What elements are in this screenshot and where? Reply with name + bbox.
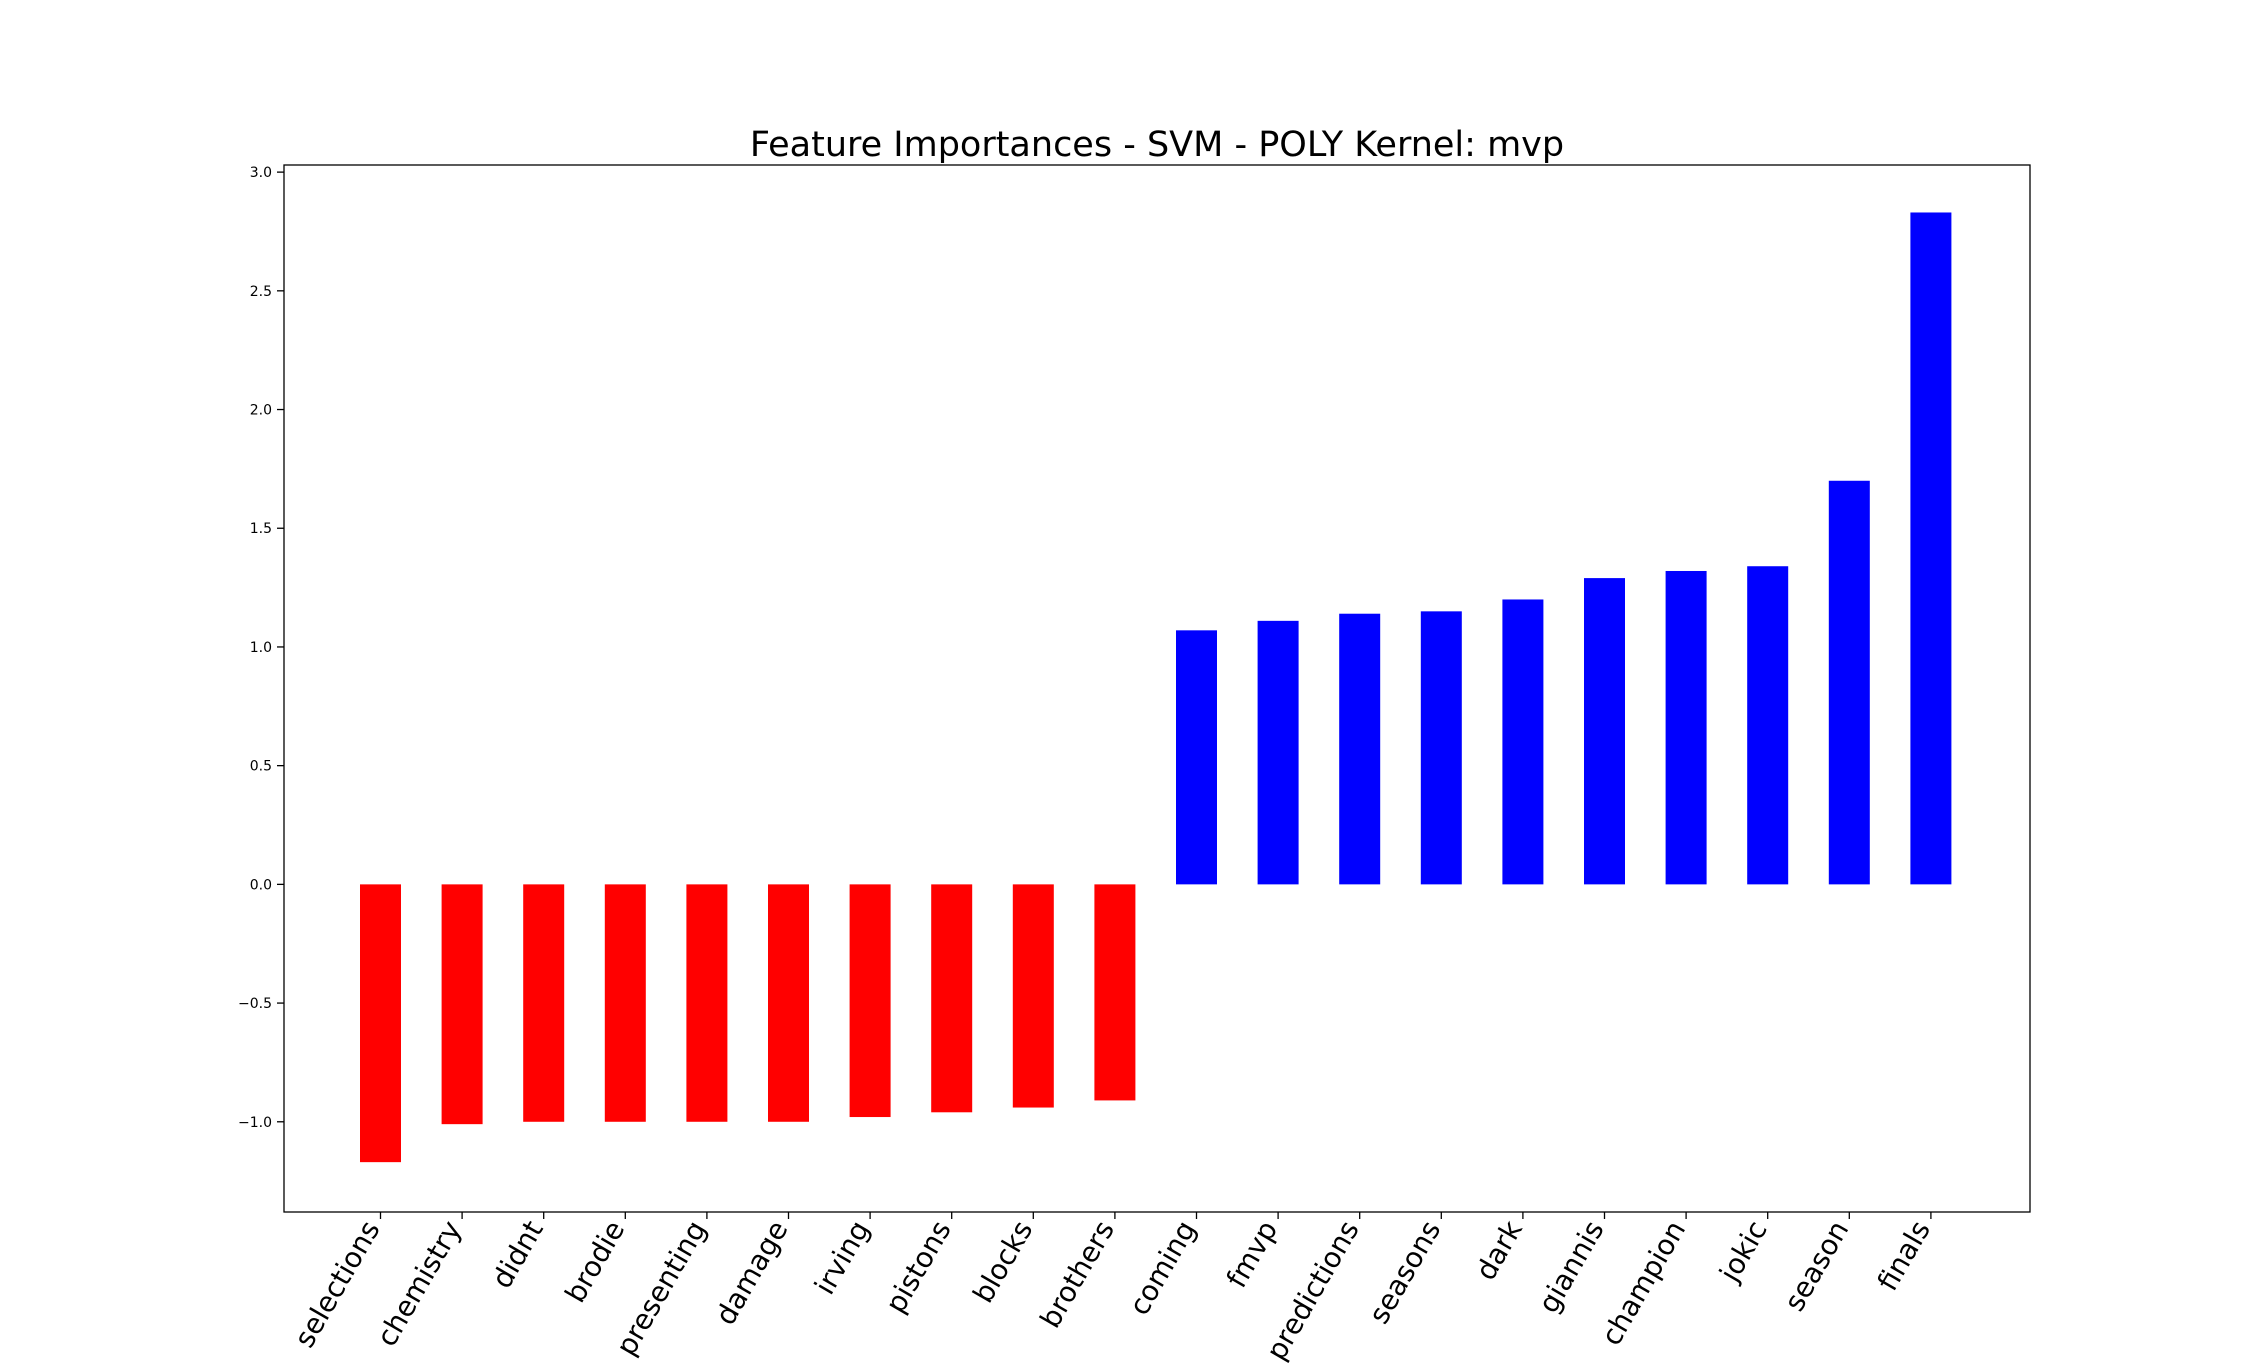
bar-irving: [849, 884, 891, 1118]
bar-presenting: [686, 884, 728, 1122]
y-tick-label: 2.0: [250, 403, 272, 419]
bar-blocks: [1012, 884, 1054, 1108]
x-tick-label-giannis: giannis: [1532, 1215, 1611, 1319]
y-tick-label: 0.0: [250, 877, 272, 893]
x-tick-label-brodie: brodie: [558, 1215, 631, 1308]
x-tick-label-chemistry: chemistry: [370, 1215, 468, 1352]
bar-selections: [360, 884, 401, 1163]
x-tick-label-dark: dark: [1469, 1214, 1529, 1285]
bar-giannis: [1584, 578, 1625, 885]
x-tick-label-didnt: didnt: [485, 1215, 550, 1294]
bar-chemistry: [441, 884, 483, 1125]
bar-coming: [1176, 630, 1217, 885]
chart-title: Feature Importances - SVM - POLY Kernel:…: [750, 125, 1564, 165]
bar-fmvp: [1257, 620, 1299, 885]
y-tick-label: 0.5: [250, 759, 272, 775]
x-tick-label-champion: champion: [1595, 1215, 1693, 1351]
bar-dark: [1502, 599, 1544, 885]
bar-jokic: [1747, 566, 1789, 885]
bar-champion: [1665, 570, 1707, 885]
bar-predictions: [1339, 613, 1381, 885]
bar-brothers: [1094, 884, 1136, 1101]
y-tick-label: 1.5: [250, 521, 272, 537]
x-tick-label-fmvp: fmvp: [1220, 1215, 1284, 1293]
x-tick-label-jokic: jokic: [1713, 1215, 1774, 1288]
x-tick-label-irving: irving: [808, 1215, 876, 1300]
bars-group: [360, 212, 1952, 1163]
x-tick-label-brothers: brothers: [1033, 1215, 1121, 1334]
bar-pistons: [931, 884, 973, 1113]
x-tick-label-season: season: [1778, 1215, 1856, 1317]
bar-finals: [1910, 212, 1952, 885]
plot-area-frame: [283, 164, 2031, 1213]
x-tick-label-blocks: blocks: [966, 1215, 1039, 1308]
y-tick-label: 1.0: [250, 640, 272, 656]
x-tick-label-finals: finals: [1871, 1215, 1937, 1296]
x-tick-label-seasons: seasons: [1362, 1215, 1447, 1329]
bar-brodie: [604, 884, 646, 1122]
bar-damage: [768, 884, 809, 1122]
x-tick-label-pistons: pistons: [879, 1215, 958, 1319]
bar-didnt: [523, 884, 565, 1122]
x-tick-label-damage: damage: [709, 1215, 795, 1331]
x-tick-label-coming: coming: [1122, 1215, 1202, 1321]
y-tick-label: −1.0: [238, 1115, 272, 1131]
y-axis: −1.0 −0.5 0.0 0.5 1.0 1.5 2.0 2.5 3.0: [238, 165, 284, 1131]
y-tick-label: −0.5: [238, 996, 272, 1012]
y-tick-label: 2.5: [250, 284, 272, 300]
bar-season: [1828, 480, 1870, 885]
bar-seasons: [1420, 611, 1462, 885]
y-tick-label: 3.0: [250, 165, 272, 181]
